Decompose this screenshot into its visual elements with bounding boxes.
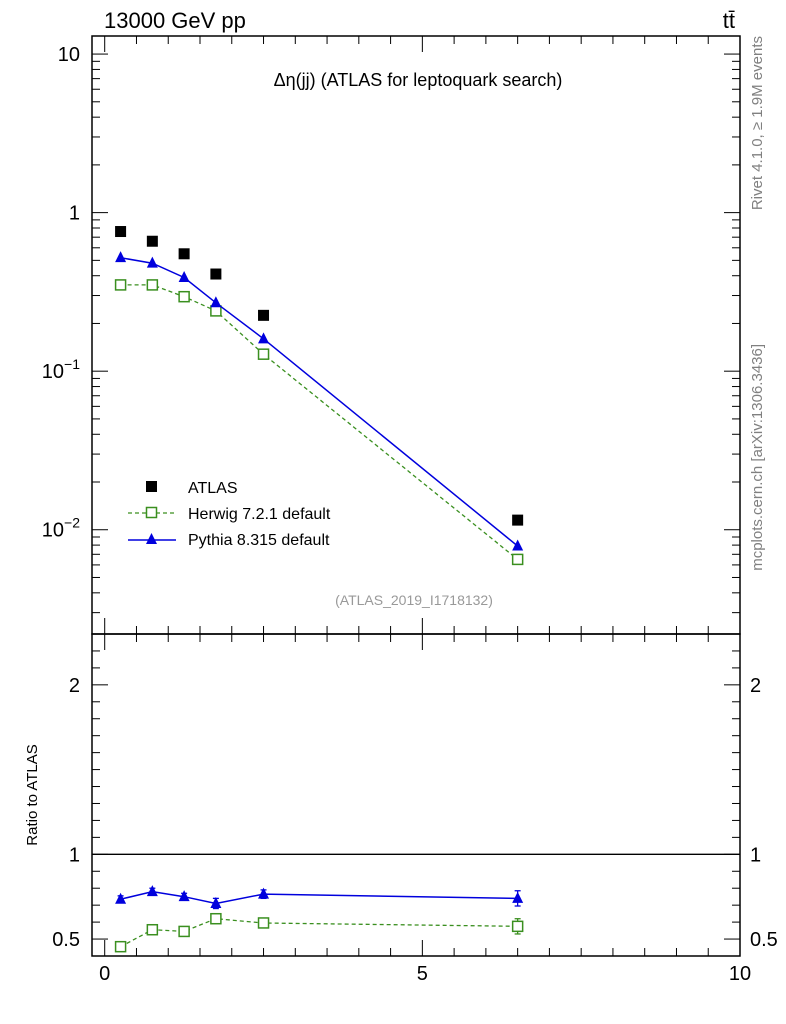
legend-herwig-marker xyxy=(145,506,158,519)
analysis-id-label: (ATLAS_2019_I1718132) xyxy=(335,592,493,608)
ratio-ylabel: Ratio to ATLAS xyxy=(24,744,41,845)
main-y-tick-label: 1 xyxy=(69,203,80,225)
mcplots-label: mcplots.cern.ch [arXiv:1306.3436] xyxy=(749,344,766,571)
ratio-y-tick-label-right: 1 xyxy=(750,844,761,866)
ratio-herwig-point xyxy=(511,920,524,933)
ratio-y-tick-label-left: 2 xyxy=(69,675,80,697)
main-atlas-point xyxy=(512,514,524,526)
main-herwig-point xyxy=(210,305,222,317)
ratio-pythia-point xyxy=(146,885,158,897)
rivet-label: Rivet 4.1.0, ≥ 1.9M events xyxy=(749,36,766,210)
ratio-plot-frame xyxy=(91,633,741,957)
main-pythia-point xyxy=(178,270,190,282)
main-herwig-line xyxy=(120,284,519,560)
header-right-label: tt̄ xyxy=(723,8,735,33)
legend-herwig-label: Herwig 7.2.1 default xyxy=(188,506,331,523)
legend-atlas-label: ATLAS xyxy=(188,480,238,497)
ratio-pythia-point xyxy=(178,890,190,902)
ratio-pythia-point xyxy=(258,887,270,899)
legend: ATLAS Herwig 7.2.1 default Pythia 8.315 … xyxy=(128,480,331,549)
main-pythia-point xyxy=(512,539,524,551)
ratio-y-tick-label-right: 2 xyxy=(750,675,761,697)
main-y-tick-label: 10−2 xyxy=(42,515,80,542)
main-pythia-point xyxy=(146,256,158,268)
chart-marks: 10 1 10−1 10−2 0 5 10 2 2 1 1 0.5 0.5 xyxy=(42,36,778,985)
legend-pythia-label: Pythia 8.315 default xyxy=(188,532,330,549)
main-herwig-point xyxy=(178,290,190,303)
ratio-herwig-point xyxy=(178,925,190,938)
ratio-x-tick-label: 5 xyxy=(417,963,428,985)
legend-pythia-marker xyxy=(146,533,157,544)
ratio-pythia-line xyxy=(120,890,518,905)
main-pythia-point xyxy=(258,332,270,344)
ratio-herwig-point xyxy=(146,923,159,936)
main-y-tick-label: 10−1 xyxy=(42,356,80,383)
main-herwig-point xyxy=(146,279,159,291)
header-left-label: 13000 GeV pp xyxy=(104,8,246,33)
ratio-y-tick-label-left: 1 xyxy=(69,844,80,866)
ratio-pythia-point xyxy=(512,891,524,903)
main-y-tick-label: 10 xyxy=(58,44,80,66)
ratio-herwig-point xyxy=(114,940,127,953)
main-atlas-point xyxy=(210,268,222,280)
ratio-pythia-point xyxy=(210,896,222,908)
main-atlas-point xyxy=(258,309,270,321)
ratio-herwig-point xyxy=(257,917,270,929)
ratio-herwig-point xyxy=(210,912,222,925)
main-pythia-line xyxy=(120,256,519,547)
ratio-y-tick-label-left: 0.5 xyxy=(52,929,80,951)
main-atlas-point xyxy=(178,248,190,260)
main-herwig-point xyxy=(257,348,270,360)
ratio-y-tick-label-right: 0.5 xyxy=(750,929,778,951)
legend-atlas-marker xyxy=(146,481,157,492)
main-plot-title: Δη(jj) (ATLAS for leptoquark search) xyxy=(274,70,563,90)
main-atlas-point xyxy=(115,226,127,238)
ratio-pythia-point xyxy=(115,892,127,904)
main-pythia-point xyxy=(115,251,127,263)
ratio-x-tick-label: 10 xyxy=(729,963,751,985)
main-herwig-point xyxy=(511,553,524,566)
main-herwig-point xyxy=(114,279,127,291)
ratio-x-tick-label: 0 xyxy=(99,963,110,985)
main-atlas-point xyxy=(146,235,158,247)
main-pythia-point xyxy=(210,296,222,308)
